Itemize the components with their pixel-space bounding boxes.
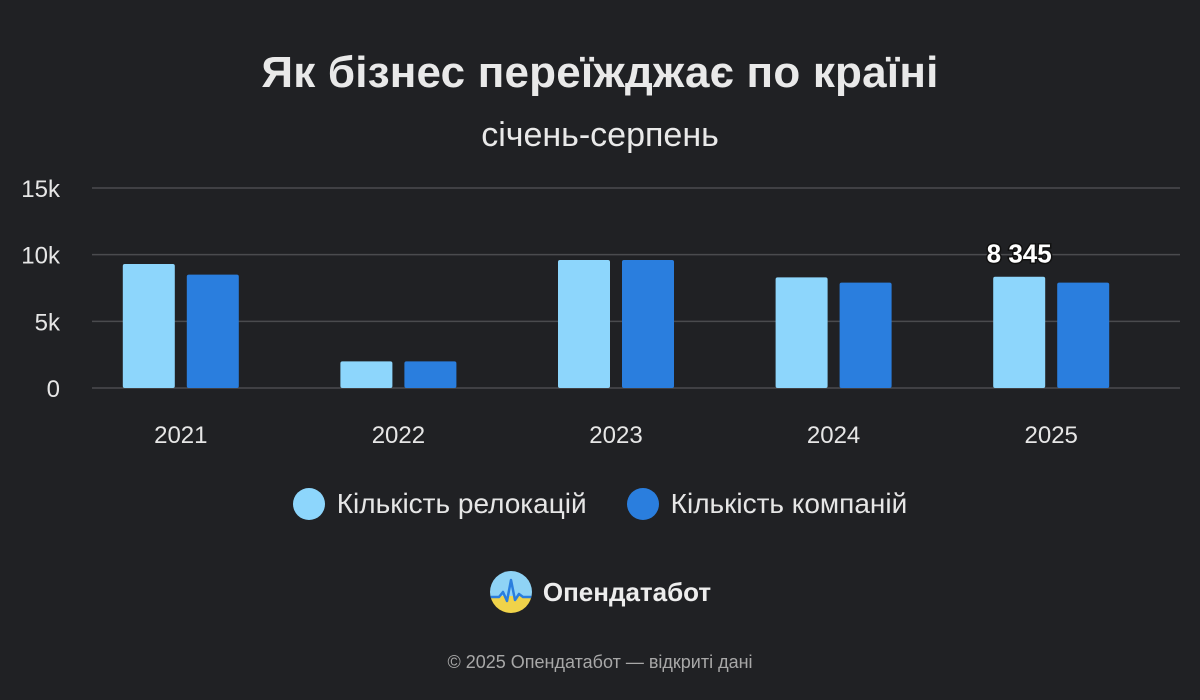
legend-swatch-companies xyxy=(626,488,659,520)
x-tick-label: 2021 xyxy=(154,422,207,449)
y-tick-label: 0 xyxy=(47,376,60,403)
chart-legend: Кількість релокацій Кількість компаній xyxy=(0,488,1200,520)
y-tick-label: 15k xyxy=(21,176,61,203)
legend-label-relocations: Кількість релокацій xyxy=(336,488,587,519)
bar xyxy=(558,260,610,388)
opendatabot-logo-icon xyxy=(489,571,532,613)
x-tick-label: 2022 xyxy=(372,422,425,449)
y-tick-label: 5k xyxy=(35,309,61,336)
chart-title: Як бізнес переїжджає по країні xyxy=(261,48,939,97)
x-tick-label: 2025 xyxy=(1025,422,1078,449)
legend-item-relocations[interactable]: Кількість релокацій xyxy=(292,488,587,520)
bar-chart: 0 5k 10k 15k 2021 2022 2023 2024 2025 8 345 xyxy=(21,176,1180,449)
footer-copyright: © 2025 Опендатабот — відкриті дані xyxy=(447,652,753,672)
bar xyxy=(993,276,1046,388)
brand-logo[interactable]: Опендатабот xyxy=(0,570,1200,614)
x-tick-label: 2023 xyxy=(589,422,642,449)
x-tick-label: 2024 xyxy=(807,422,860,449)
y-tick-label: 10k xyxy=(21,243,61,270)
bar xyxy=(775,277,828,388)
chart-subtitle: січень-серпень xyxy=(481,116,719,154)
bar xyxy=(340,361,393,388)
bar xyxy=(839,282,892,388)
bar xyxy=(622,260,674,388)
bar xyxy=(1057,282,1110,388)
bar xyxy=(186,274,239,388)
bar xyxy=(404,361,457,388)
legend-item-companies[interactable]: Кількість компаній xyxy=(626,488,908,520)
bar xyxy=(122,264,175,388)
legend-swatch-relocations xyxy=(292,488,325,520)
brand-name: Опендатабот xyxy=(542,576,712,607)
legend-label-companies: Кількість компаній xyxy=(670,488,908,519)
data-label: 8 345 xyxy=(987,239,1052,269)
